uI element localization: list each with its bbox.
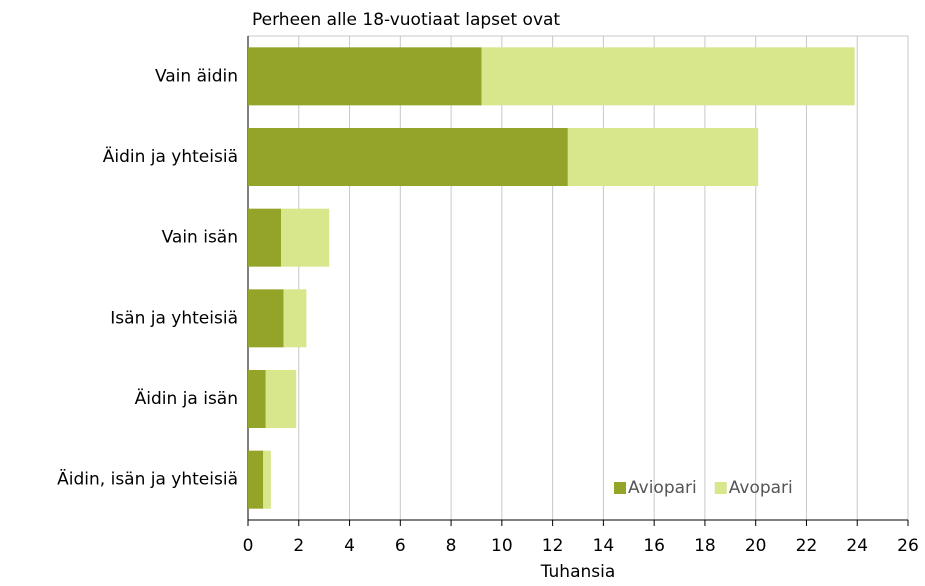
- x-tick-label: 12: [542, 536, 564, 556]
- y-tick-label: Isän ja yhteisiä: [110, 308, 238, 328]
- bar: [283, 289, 307, 348]
- chart-title: Perheen alle 18-vuotiaat lapset ovat: [252, 10, 560, 30]
- legend-swatch: [714, 482, 727, 494]
- x-tick-label: 20: [745, 536, 767, 556]
- bar: [567, 128, 759, 186]
- x-tick-label: 24: [846, 536, 868, 556]
- x-axis-label: Tuhansia: [540, 562, 616, 582]
- bar: [263, 450, 271, 509]
- x-tick-label: 2: [293, 536, 304, 556]
- y-tick-label: Äidin ja yhteisiä: [103, 146, 238, 167]
- x-tick-label: 4: [344, 536, 355, 556]
- legend-swatch: [614, 482, 626, 494]
- bar: [248, 47, 482, 106]
- bar: [265, 370, 297, 428]
- bar: [248, 208, 281, 267]
- y-tick-label: Vain äidin: [155, 66, 238, 86]
- bar: [248, 128, 568, 186]
- bar: [248, 450, 264, 509]
- x-tick-label: 10: [491, 536, 513, 556]
- bar: [481, 47, 855, 106]
- y-tick-label: Äidin ja isän: [135, 388, 238, 409]
- x-tick-label: 22: [796, 536, 818, 556]
- bar: [281, 208, 330, 267]
- x-tick-label: 0: [243, 536, 254, 556]
- legend-label: Avopari: [729, 478, 793, 498]
- legend-label: Aviopari: [628, 478, 697, 498]
- bar: [248, 289, 284, 348]
- x-tick-label: 18: [694, 536, 716, 556]
- plot-area: [247, 35, 909, 521]
- y-tick-label: Vain isän: [162, 228, 238, 248]
- y-tick-label: Äidin, isän ja yhteisiä: [57, 469, 238, 490]
- x-tick-label: 16: [643, 536, 665, 556]
- bar: [248, 370, 266, 428]
- x-tick-label: 14: [593, 536, 615, 556]
- x-tick-label: 6: [395, 536, 406, 556]
- x-tick-label: 26: [897, 536, 919, 556]
- x-tick-label: 8: [446, 536, 457, 556]
